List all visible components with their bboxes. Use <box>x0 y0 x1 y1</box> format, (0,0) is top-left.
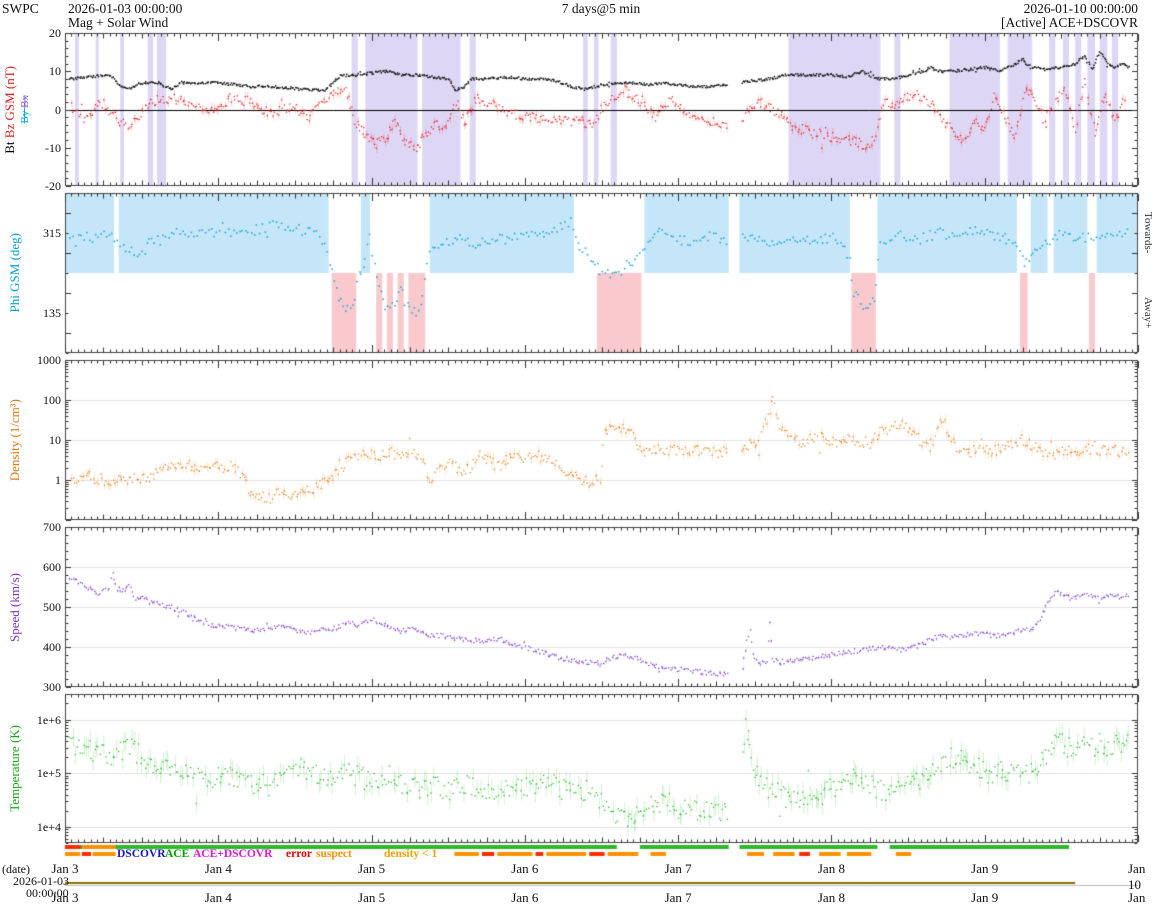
footer-start-time: 00:00:00 <box>26 886 69 900</box>
legend-item: ACE <box>165 848 190 860</box>
y-tick-label: 100 <box>43 393 61 407</box>
plot-resolution: 7 days@5 min <box>561 1 641 16</box>
y-tick-label: 1e+5 <box>36 766 61 781</box>
y-axis-label-phi: Phi GSM (deg) <box>4 193 26 353</box>
footer-start-date: 2026-01-03 <box>13 874 69 888</box>
x-tick-label: Jan 4 <box>204 890 232 905</box>
y-tick-label: 10 <box>49 433 61 447</box>
legend-item: ACE+DSCOVR <box>193 848 273 860</box>
y-tick-label: 1000 <box>37 353 61 367</box>
legend-item: suspect <box>316 848 352 860</box>
right-label-text: Away+ <box>1142 297 1154 329</box>
x-tick-label: Jan 4 <box>204 861 232 876</box>
y-tick-label: 400 <box>43 640 61 654</box>
plot-end-time: 2026-01-10 00:00:00 <box>1023 1 1138 16</box>
y-tick-label: 135 <box>43 306 61 320</box>
right-label-towards: Towards- <box>1141 193 1155 273</box>
x-tick-label: Jan 9 <box>971 890 999 905</box>
y-tick-label: -20 <box>45 179 61 193</box>
x-tick-label: Jan 10 <box>1128 861 1146 892</box>
data-source-status: [Active] ACE+DSCOVR <box>1001 15 1138 30</box>
y-tick-label: 1 <box>55 473 61 487</box>
app-title: SWPC <box>2 1 39 16</box>
y-axis-label-text: Phi GSM (deg) <box>7 233 22 313</box>
plot-start-time: 2026-01-03 00:00:00 <box>68 1 183 16</box>
date-axis-label: (date) <box>2 862 30 876</box>
legend-item: DSCOVR <box>117 848 166 860</box>
x-tick-label: Jan 5 <box>358 890 386 905</box>
right-label-text: Towards- <box>1142 212 1154 254</box>
legend-item: density < 1 <box>384 848 438 860</box>
plot-subtitle: Mag + Solar Wind <box>68 15 169 30</box>
x-tick-label: Jan 8 <box>817 890 845 905</box>
x-tick-label: Jan 5 <box>358 861 386 876</box>
x-tick-label: Jan 8 <box>817 861 845 876</box>
y-tick-label: 315 <box>43 226 61 240</box>
right-label-away: Away+ <box>1141 273 1155 353</box>
x-tick-label: Jan 7 <box>664 861 692 876</box>
x-tick-label: Jan 10 <box>1128 890 1146 905</box>
y-tick-label: 1e+4 <box>36 819 61 834</box>
x-tick-label: Jan 3 <box>51 861 79 876</box>
x-tick-label: Jan 9 <box>971 861 999 876</box>
y-tick-label: 20 <box>49 26 61 40</box>
y-tick-label: 500 <box>43 600 61 614</box>
y-tick-label: 700 <box>43 520 61 534</box>
y-tick-label: 600 <box>43 560 61 574</box>
y-tick-label: 300 <box>43 680 61 694</box>
x-tick-label: Jan 6 <box>511 890 539 905</box>
x-tick-label: Jan 6 <box>511 861 539 876</box>
x-tick-label: Jan 7 <box>664 890 692 905</box>
legend-item: error <box>286 848 312 860</box>
y-tick-label: -10 <box>45 140 61 155</box>
y-tick-label: 1e+6 <box>36 712 61 727</box>
y-tick-label: 10 <box>49 64 61 79</box>
y-tick-label: 0 <box>55 102 61 117</box>
x-tick-label: Jan 3 <box>51 890 79 905</box>
